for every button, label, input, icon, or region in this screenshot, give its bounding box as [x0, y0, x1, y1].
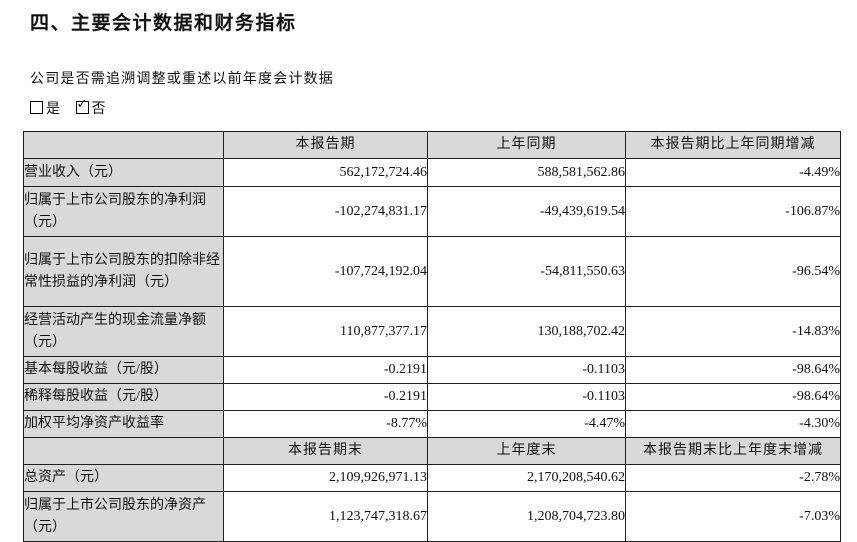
row-prior-value: -49,439,619.54	[427, 186, 626, 237]
row-label: 总资产（元）	[23, 464, 224, 492]
table-row: 加权平均净资产收益率 -8.77% -4.47% -4.30%	[23, 410, 841, 438]
row-label: 加权平均净资产收益率	[23, 410, 224, 438]
row-prior-value: 1,208,704,723.80	[427, 491, 626, 542]
header-prior-period: 上年同期	[427, 131, 626, 159]
table-row: 基本每股收益（元/股） -0.2191 -0.1103 -98.64%	[23, 356, 841, 384]
row-label: 归属于上市公司股东的净利润（元）	[23, 186, 224, 237]
row-prior-value: -4.47%	[427, 410, 626, 438]
header-period-change: 本报告期比上年同期增减	[625, 131, 841, 159]
row-prior-value: -0.1103	[427, 383, 626, 411]
option-yes-label: 是	[46, 102, 61, 117]
table-row: 营业收入（元） 562,172,724.46 588,581,562.86 -4…	[23, 158, 841, 187]
row-prior-value: -54,811,550.63	[427, 236, 626, 307]
table-header-period: 本报告期 上年同期 本报告期比上年同期增减	[23, 131, 841, 159]
table-row: 归属于上市公司股东的扣除非经常性损益的净利润（元） -107,724,192.0…	[23, 236, 841, 307]
option-no-label: 否	[91, 102, 107, 117]
row-prior-value: -0.1103	[427, 356, 626, 384]
header-current-period: 本报告期	[223, 131, 428, 159]
header-endpoint-change: 本报告期末比上年度末增减	[625, 437, 841, 465]
row-current-value: -107,724,192.04	[223, 236, 428, 307]
header-empty-cell	[23, 131, 224, 159]
row-prior-value: 130,188,702.42	[427, 306, 626, 357]
row-change-value: -98.64%	[625, 383, 841, 411]
row-label: 经营活动产生的现金流量净额（元）	[23, 306, 224, 357]
checkbox-unchecked-icon	[30, 101, 43, 114]
table-row: 总资产（元） 2,109,926,971.13 2,170,208,540.62…	[23, 464, 841, 492]
row-change-value: -98.64%	[625, 356, 841, 384]
row-current-value: 110,877,377.17	[223, 306, 428, 357]
section-title: 四、主要会计数据和财务指标	[30, 13, 297, 34]
table-row: 归属于上市公司股东的净利润（元） -102,274,831.17 -49,439…	[23, 186, 841, 237]
row-change-value: -14.83%	[625, 306, 841, 357]
row-current-value: 1,123,747,318.67	[223, 491, 428, 542]
row-current-value: -0.2191	[223, 356, 428, 384]
row-current-value: 562,172,724.46	[223, 158, 428, 187]
row-change-value: -2.78%	[625, 464, 841, 492]
row-label: 归属于上市公司股东的净资产（元）	[23, 491, 224, 542]
row-change-value: -4.49%	[625, 158, 841, 187]
header-prior-year-end: 上年度末	[427, 437, 626, 465]
row-change-value: -96.54%	[625, 236, 841, 307]
header-period-end: 本报告期末	[223, 437, 428, 465]
option-no: ✓ 否	[75, 97, 107, 117]
row-current-value: -0.2191	[223, 383, 428, 411]
row-change-value: -7.03%	[625, 491, 841, 542]
row-change-value: -4.30%	[625, 410, 841, 438]
header-empty-cell	[23, 437, 224, 465]
row-prior-value: 2,170,208,540.62	[427, 464, 626, 492]
table-row: 稀释每股收益（元/股） -0.2191 -0.1103 -98.64%	[23, 383, 841, 411]
row-label: 稀释每股收益（元/股）	[23, 383, 224, 411]
checkbox-checked-icon: ✓	[75, 97, 89, 114]
row-label: 归属于上市公司股东的扣除非经常性损益的净利润（元）	[23, 236, 224, 307]
restatement-options: 是 ✓ 否	[0, 88, 857, 118]
table-row: 经营活动产生的现金流量净额（元） 110,877,377.17 130,188,…	[23, 306, 841, 357]
financial-indicators-table: 本报告期 上年同期 本报告期比上年同期增减 营业收入（元） 562,172,72…	[23, 131, 841, 542]
row-change-value: -106.87%	[625, 186, 841, 237]
row-prior-value: 588,581,562.86	[427, 158, 626, 187]
table-row: 归属于上市公司股东的净资产（元） 1,123,747,318.67 1,208,…	[23, 491, 841, 542]
row-current-value: -102,274,831.17	[223, 186, 428, 237]
row-label: 基本每股收益（元/股）	[23, 356, 224, 384]
row-label: 营业收入（元）	[23, 158, 224, 187]
row-current-value: -8.77%	[223, 410, 428, 438]
option-yes: 是	[30, 101, 61, 117]
table-header-endpoint: 本报告期末 上年度末 本报告期末比上年度末增减	[23, 437, 841, 465]
restatement-question: 公司是否需追溯调整或重述以前年度会计数据	[30, 72, 334, 87]
row-current-value: 2,109,926,971.13	[223, 464, 428, 492]
